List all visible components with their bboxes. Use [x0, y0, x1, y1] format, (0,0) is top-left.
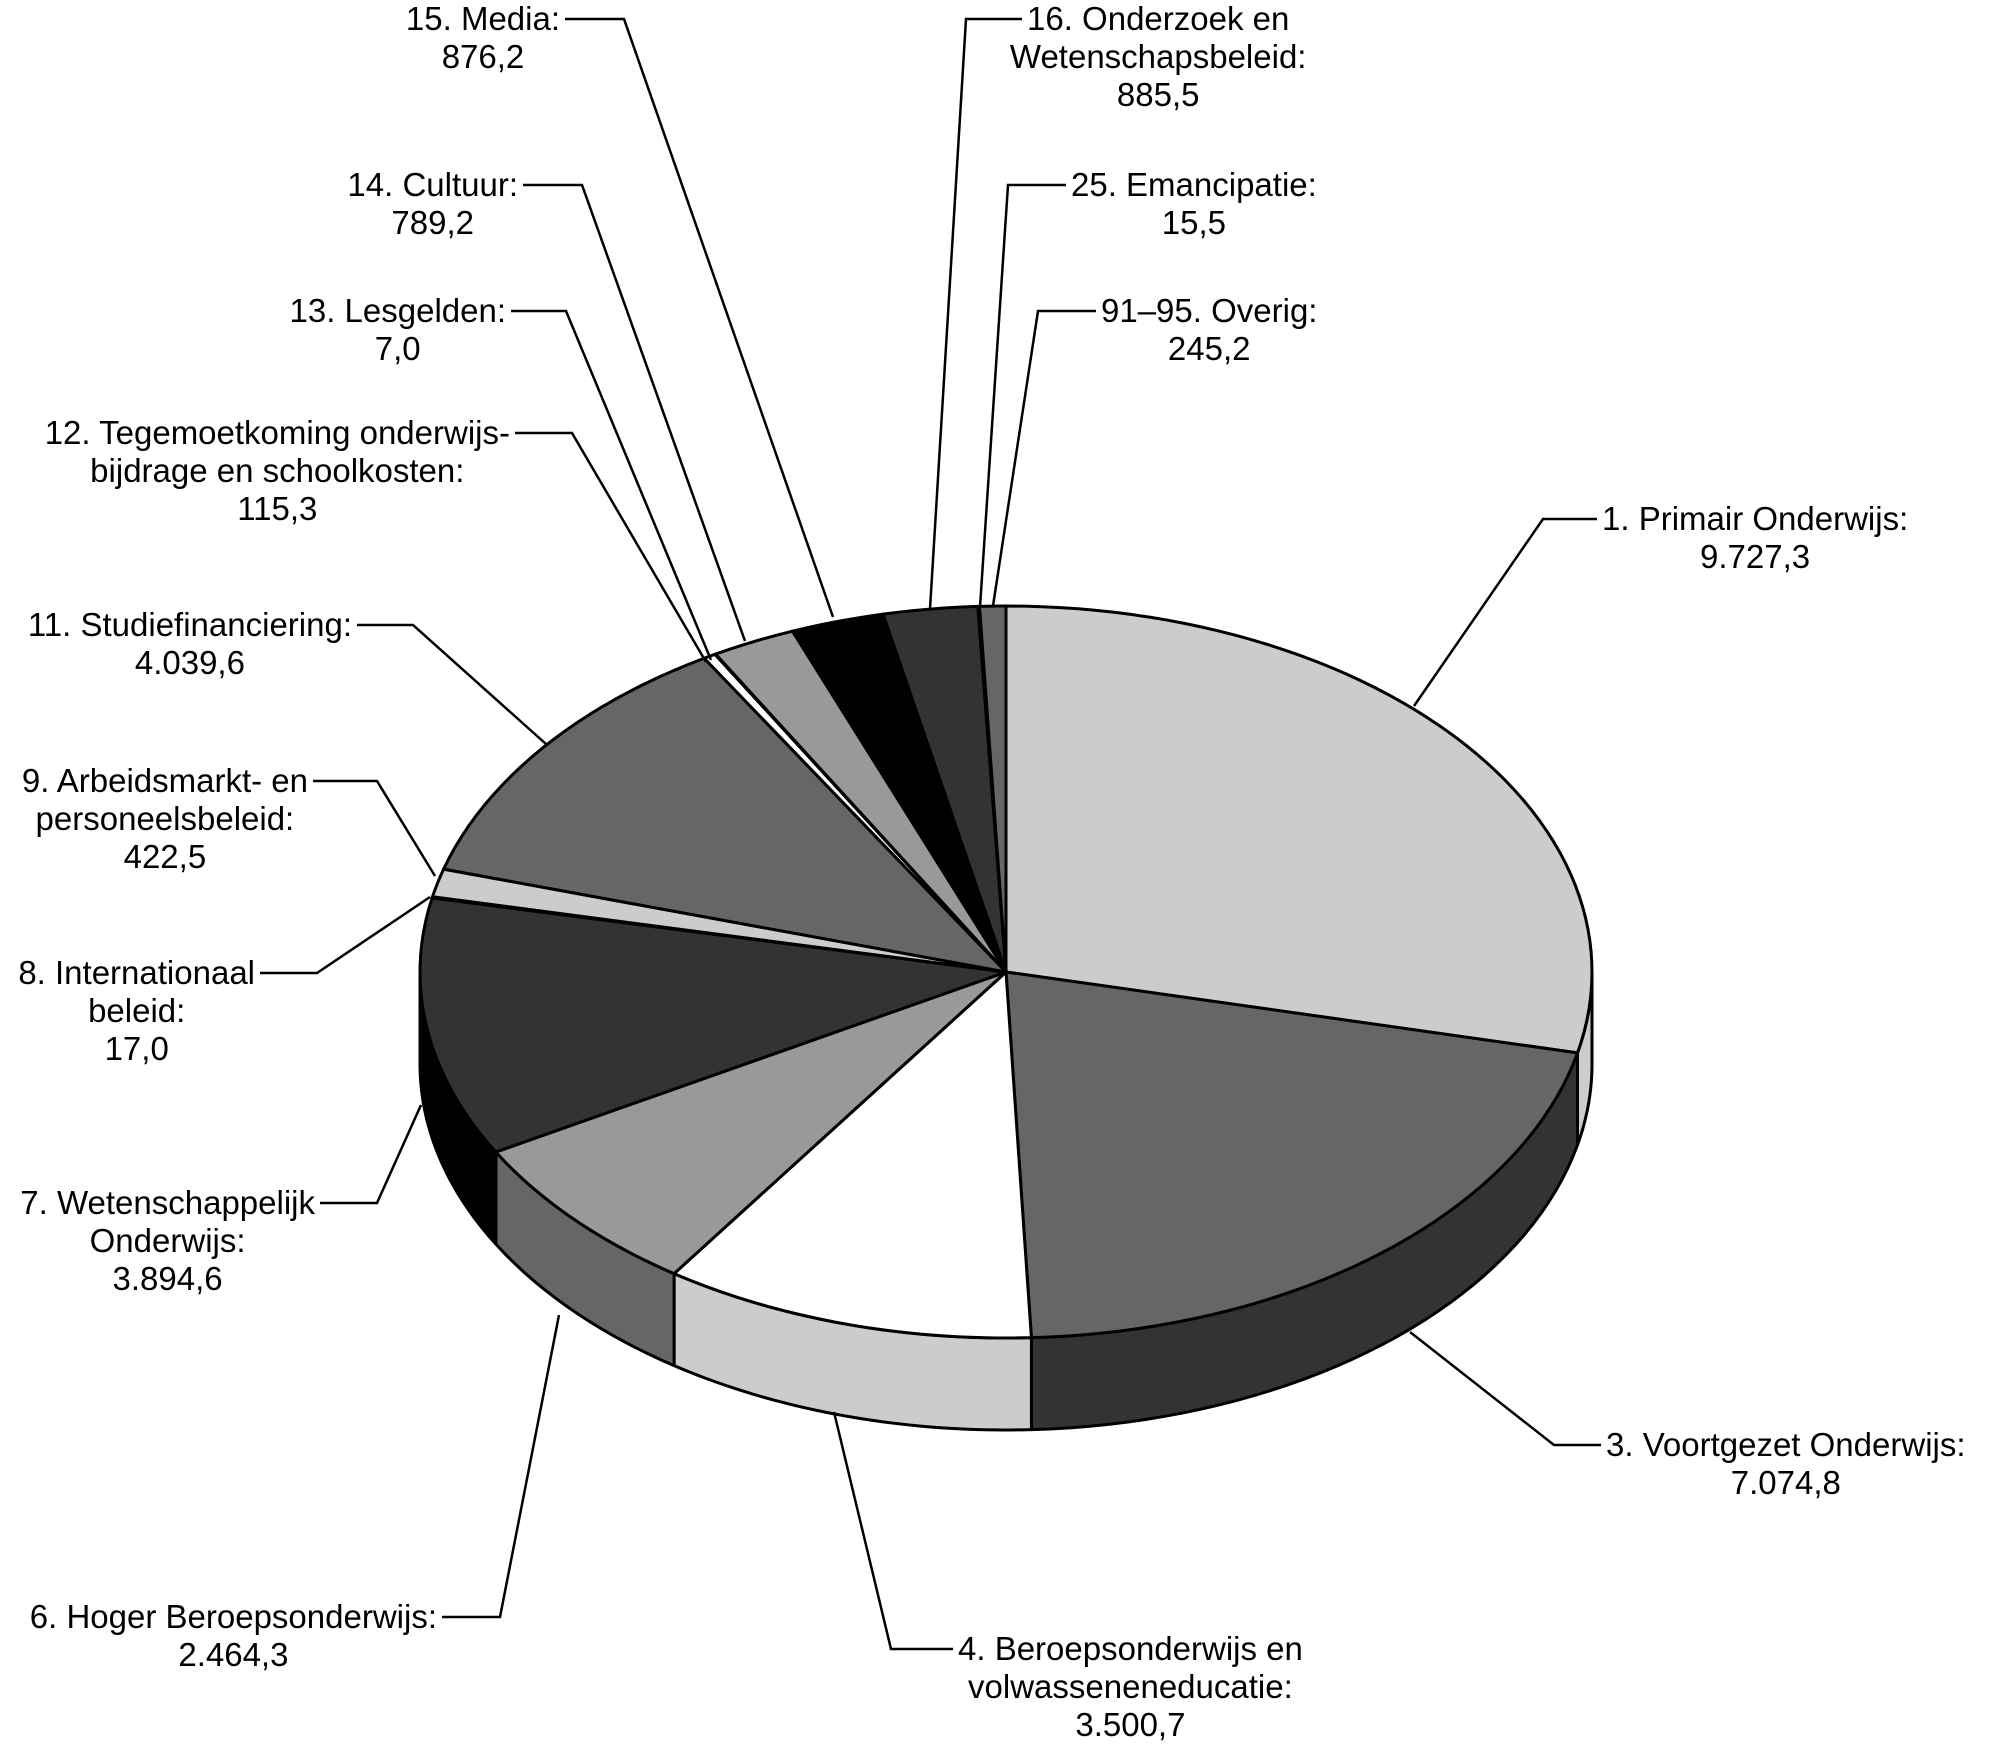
slice-label-1-primair-onderwijs: 1. Primair Onderwijs: 9.727,3: [1602, 500, 1908, 575]
leader-line-11-studiefinanciering: [357, 623, 547, 745]
slice-label-11-studiefinanciering: 11. Studiefinanciering: 4.039,6: [28, 606, 352, 681]
slice-label-15-media: 15. Media: 876,2: [406, 0, 560, 75]
slice-label-7-wetenschappelijk: 7. Wetenschappelijk Onderwijs: 3.894,6: [20, 1184, 315, 1297]
slice-label-8-internationaal: 8. Internationaal beleid: 17,0: [18, 954, 255, 1067]
pie-slice-15-media: [791, 612, 1008, 974]
slice-label-14-cultuur: 14. Cultuur: 789,2: [347, 166, 518, 241]
pie-slices: [418, 604, 1594, 1340]
slice-label-12-tegemoetkoming-onderwijs: 12. Tegemoetkoming onderwijs-bijdrage en…: [45, 414, 510, 527]
pie-slice-4-beroepsonderwijs-en: [672, 970, 1033, 1340]
pie-slice-6-hoger-beroepsonderwijs: [494, 970, 1008, 1276]
slice-label-4-beroepsonderwijs-en: 4. Beroepsonderwijs en volwasseneneducati…: [958, 1630, 1303, 1743]
slice-label-9-arbeidsmarkt-en: 9. Arbeidsmarkt- en personeelsbeleid: 422,…: [22, 762, 308, 875]
pie-slice-14-cultuur: [714, 629, 1008, 974]
leader-line-8-internationaal: [260, 895, 431, 975]
pie-slice-7-wetenschappelijk: [418, 896, 1008, 1154]
leader-line-25-emancipatie: [978, 183, 1066, 608]
leader-line-4-beroepsonderwijs-en: [832, 1411, 953, 1651]
pie-slice-11-studiefinanciering: [442, 656, 1008, 974]
slice-label-16-onderzoek-en: 16. Onderzoek en Wetenschapsbeleid: 885,5: [1010, 0, 1307, 113]
slice-label-3-voortgezet-onderwijs: 3. Voortgezet Onderwijs: 7.074,8: [1606, 1426, 1966, 1501]
leader-line-13-lesgelden: [511, 309, 713, 661]
leader-line-1-primair-onderwijs: [1412, 517, 1597, 707]
slice-labels: 1. Primair Onderwijs: 9.727,3 3. Voortgeze…: [18, 0, 1965, 1743]
leader-line-91-95-overig: [991, 309, 1096, 607]
slice-label-6-hoger-beroepsonderwijs: 6. Hoger Beroepsonderwijs: 2.464,3: [30, 1598, 437, 1673]
pie-slice-1-primair-onderwijs: [1004, 604, 1594, 1055]
slice-label-91-95-overig: 91–95. Overig: 245,2: [1101, 292, 1317, 367]
leader-line-12-tegemoetkoming-onderwijs: [515, 431, 708, 663]
leader-lines: [260, 17, 1601, 1651]
leader-line-9-arbeidsmarkt-en: [313, 779, 437, 877]
slice-label-25-emancipatie: 25. Emancipatie: 15,5: [1071, 166, 1317, 241]
leader-line-14-cultuur: [523, 183, 747, 642]
leader-line-7-wetenschappelijk: [320, 1104, 423, 1205]
leader-line-15-media: [565, 17, 835, 618]
leader-line-3-voortgezet-onderwijs: [1409, 1331, 1601, 1447]
pie-slice-3-voortgezet-onderwijs: [1004, 970, 1580, 1340]
leader-line-16-onderzoek-en: [928, 17, 1022, 610]
leader-line-6-hoger-beroepsonderwijs: [442, 1314, 561, 1619]
slice-label-13-lesgelden: 13. Lesgelden: 7,0: [289, 292, 506, 367]
pie-slice-16-onderzoek-en: [881, 604, 1008, 974]
